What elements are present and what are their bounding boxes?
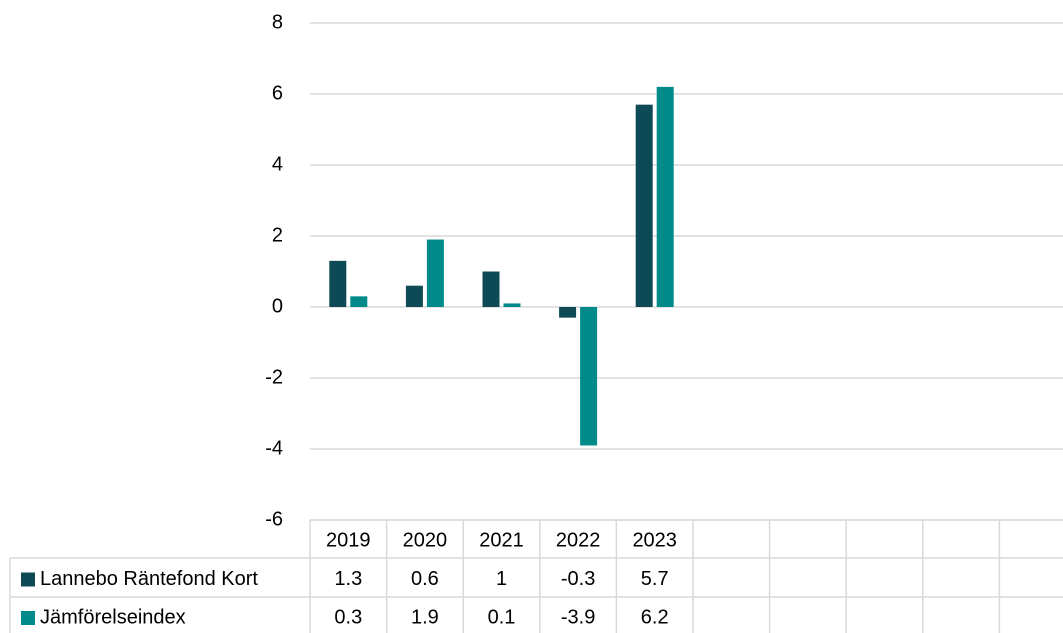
bar bbox=[426, 239, 444, 307]
table-value: 6.2 bbox=[641, 606, 669, 628]
bar bbox=[503, 303, 521, 307]
legend-swatch bbox=[21, 611, 35, 625]
table-value: 5.7 bbox=[641, 568, 669, 590]
y-tick-label: 6 bbox=[272, 82, 283, 104]
y-tick-label: -4 bbox=[265, 437, 283, 459]
bar bbox=[635, 104, 653, 308]
x-tick-label: 2020 bbox=[403, 529, 448, 551]
table-value: 0.1 bbox=[488, 606, 516, 628]
y-tick-label: 8 bbox=[272, 11, 283, 33]
table-value: -0.3 bbox=[561, 568, 595, 590]
legend-label: Lannebo Räntefond Kort bbox=[40, 568, 258, 590]
bar bbox=[350, 296, 368, 307]
table-value: 0.6 bbox=[411, 568, 439, 590]
table-value: 1 bbox=[496, 568, 507, 590]
bar bbox=[580, 307, 598, 446]
table-value: -3.9 bbox=[561, 606, 595, 628]
x-tick-label: 2021 bbox=[479, 529, 524, 551]
bar bbox=[405, 285, 423, 307]
legend-label: Jämförelseindex bbox=[40, 606, 186, 628]
table-value: 1.3 bbox=[334, 568, 362, 590]
legend-swatch bbox=[21, 572, 35, 587]
table-value: 1.9 bbox=[411, 606, 439, 628]
y-tick-label: -6 bbox=[265, 508, 283, 530]
x-tick-label: 2019 bbox=[326, 529, 371, 551]
bar bbox=[329, 260, 347, 307]
bar bbox=[482, 271, 500, 307]
y-tick-label: -2 bbox=[265, 366, 283, 388]
x-tick-label: 2023 bbox=[632, 529, 677, 551]
bar bbox=[559, 307, 577, 318]
y-tick-label: 4 bbox=[272, 153, 283, 175]
y-tick-label: 0 bbox=[272, 295, 283, 317]
y-tick-label: 2 bbox=[272, 224, 283, 246]
table-value: 0.3 bbox=[334, 606, 362, 628]
bar bbox=[656, 86, 674, 308]
x-tick-label: 2022 bbox=[556, 529, 601, 551]
